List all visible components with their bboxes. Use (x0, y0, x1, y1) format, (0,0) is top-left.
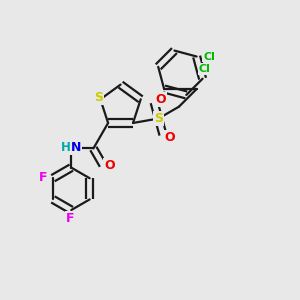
Text: Cl: Cl (199, 64, 211, 74)
Text: N: N (71, 141, 81, 154)
Text: O: O (104, 159, 115, 172)
Text: H: H (61, 141, 71, 154)
Text: O: O (155, 93, 166, 106)
Text: S: S (94, 91, 103, 104)
Text: S: S (154, 112, 163, 125)
Text: O: O (164, 130, 175, 143)
Text: F: F (39, 171, 48, 184)
Text: Cl: Cl (203, 52, 215, 61)
Text: F: F (66, 212, 74, 225)
